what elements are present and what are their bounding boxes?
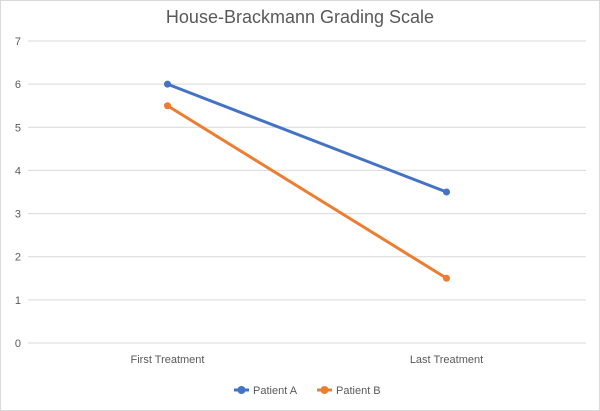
gridlines [28, 40, 586, 344]
legend-swatch-marker [237, 386, 246, 394]
y-tick-label: 7 [15, 36, 21, 48]
data-point [443, 274, 450, 282]
data-point [443, 188, 450, 196]
data-point [164, 80, 171, 88]
legend: Patient A Patient B [234, 385, 381, 397]
legend-item-label: Patient A [253, 385, 298, 397]
y-tick-label: 6 [15, 79, 21, 91]
series-line-1 [166, 104, 448, 280]
y-tick-label: 4 [15, 165, 21, 177]
x-tick-label: First Treatment [131, 354, 205, 366]
x-tick-label: Last Treatment [410, 354, 483, 366]
x-axis-ticks: First Treatment Last Treatment [131, 354, 484, 366]
data-point [164, 102, 171, 110]
legend-item-label: Patient B [336, 385, 381, 397]
y-tick-label: 5 [15, 122, 21, 134]
legend-swatch-marker [320, 386, 329, 394]
y-axis-ticks: 0 1 2 3 4 5 6 7 [15, 36, 21, 350]
y-tick-label: 1 [15, 295, 21, 307]
series-line-0 [166, 82, 448, 194]
series-lines [164, 80, 450, 282]
y-tick-label: 3 [15, 209, 21, 221]
chart-title: House-Brackmann Grading Scale [166, 7, 434, 27]
y-tick-label: 0 [15, 338, 21, 350]
y-tick-label: 2 [15, 252, 21, 264]
